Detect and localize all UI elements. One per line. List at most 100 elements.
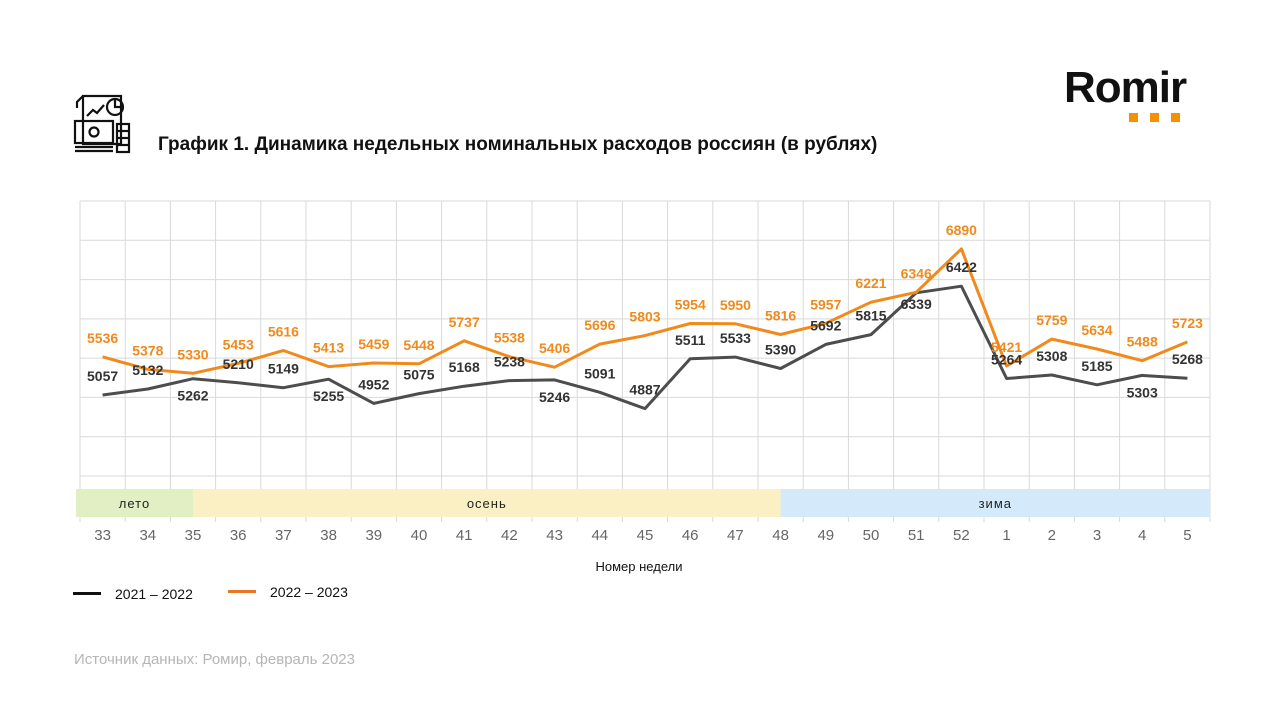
finance-report-icon bbox=[73, 94, 131, 154]
data-label: 5759 bbox=[1036, 312, 1067, 328]
x-tick-label: 39 bbox=[365, 527, 382, 544]
romir-logo: Romir bbox=[1064, 63, 1187, 112]
legend-item-2021-2022: 2021 – 2022 bbox=[73, 586, 193, 602]
data-label: 5075 bbox=[403, 367, 434, 383]
data-label: 5413 bbox=[313, 340, 344, 356]
logo-dots bbox=[1129, 113, 1189, 122]
data-label: 5737 bbox=[449, 314, 480, 330]
legend-label: 2022 – 2023 bbox=[270, 584, 348, 600]
data-label: 5149 bbox=[268, 361, 299, 377]
x-tick-label: 4 bbox=[1138, 527, 1146, 544]
x-tick-label: 43 bbox=[546, 527, 563, 544]
x-tick-label: 5 bbox=[1183, 527, 1191, 544]
data-label: 6346 bbox=[901, 265, 932, 281]
data-label: 5132 bbox=[132, 362, 163, 378]
data-label: 5536 bbox=[87, 330, 118, 346]
x-tick-label: 2 bbox=[1048, 527, 1056, 544]
data-label: 5255 bbox=[313, 388, 344, 404]
data-label: 5264 bbox=[991, 352, 1022, 368]
data-label: 5091 bbox=[584, 365, 615, 381]
x-tick-label: 52 bbox=[953, 527, 970, 544]
x-tick-label: 33 bbox=[94, 527, 111, 544]
x-tick-label: 34 bbox=[139, 527, 156, 544]
data-label: 5803 bbox=[629, 309, 660, 325]
data-label: 5723 bbox=[1172, 315, 1203, 331]
data-label: 5533 bbox=[720, 330, 751, 346]
x-tick-label: 36 bbox=[230, 527, 247, 544]
data-label: 5816 bbox=[765, 308, 796, 324]
data-label: 5950 bbox=[720, 297, 751, 313]
season-band-1 bbox=[193, 489, 781, 517]
x-tick-label: 45 bbox=[637, 527, 654, 544]
chart-grid bbox=[79, 200, 1211, 522]
x-tick-label: 51 bbox=[908, 527, 925, 544]
data-labels: 5057 5132 5262 5210 5149 5255 4952 5075 5168 5238… bbox=[87, 222, 1203, 405]
data-label: 6339 bbox=[901, 296, 932, 312]
x-tick-label: 50 bbox=[863, 527, 880, 544]
x-tick-label: 47 bbox=[727, 527, 744, 544]
x-axis-label: Номер недели bbox=[596, 559, 683, 574]
data-label: 5538 bbox=[494, 330, 525, 346]
data-label: 5246 bbox=[539, 389, 570, 405]
data-label: 5957 bbox=[810, 296, 841, 312]
x-tick-label: 38 bbox=[320, 527, 337, 544]
data-label: 5511 bbox=[675, 332, 706, 348]
logo-dot bbox=[1129, 113, 1138, 122]
data-label: 6890 bbox=[946, 222, 977, 238]
data-label: 5330 bbox=[177, 346, 208, 362]
data-label: 5815 bbox=[855, 308, 886, 324]
x-tick-label: 44 bbox=[591, 527, 608, 544]
source-note: Источник данных: Ромир, февраль 2023 bbox=[74, 651, 355, 668]
season-label: осень bbox=[467, 496, 507, 511]
x-tick-label: 40 bbox=[411, 527, 428, 544]
x-tick-label: 1 bbox=[1002, 527, 1010, 544]
legend-label: 2021 – 2022 bbox=[115, 586, 193, 602]
data-label: 6422 bbox=[946, 259, 977, 275]
x-tick-label: 46 bbox=[682, 527, 699, 544]
legend-swatch-2021-2022 bbox=[73, 591, 101, 595]
x-tick-label: 48 bbox=[772, 527, 789, 544]
x-tick-label: 41 bbox=[456, 527, 473, 544]
legend-swatch-2022-2023 bbox=[228, 589, 256, 593]
data-label: 5448 bbox=[403, 337, 434, 353]
data-label: 5168 bbox=[449, 359, 480, 375]
data-label: 5453 bbox=[223, 336, 254, 352]
data-label: 5616 bbox=[268, 323, 299, 339]
series-lines bbox=[102, 247, 1188, 411]
data-label: 5692 bbox=[810, 317, 841, 333]
data-label: 5459 bbox=[358, 336, 389, 352]
data-label: 4952 bbox=[358, 376, 389, 392]
season-band-2 bbox=[780, 489, 1210, 517]
season-band-0 bbox=[76, 489, 193, 517]
data-label: 5210 bbox=[223, 356, 254, 372]
data-label: 5057 bbox=[87, 368, 118, 384]
data-label: 5268 bbox=[1172, 351, 1203, 367]
x-tick-label: 35 bbox=[185, 527, 202, 544]
logo-dot bbox=[1171, 113, 1180, 122]
data-label: 5378 bbox=[132, 342, 163, 358]
season-label: зима bbox=[979, 496, 1012, 511]
data-label: 5696 bbox=[584, 317, 615, 333]
data-label: 5954 bbox=[675, 297, 706, 313]
data-label: 5303 bbox=[1127, 384, 1158, 400]
data-label: 5308 bbox=[1036, 348, 1067, 364]
data-label: 5634 bbox=[1081, 322, 1112, 338]
x-tick-labels: 33 34 35 36 37 38 39 40 41 42 43 44 45 46 47 48 49 50 51 52… bbox=[94, 527, 1191, 544]
data-label: 5238 bbox=[494, 354, 525, 370]
data-label: 5488 bbox=[1127, 334, 1158, 350]
data-label: 6221 bbox=[855, 275, 886, 291]
data-label: 5421 bbox=[991, 339, 1022, 355]
x-tick-label: 3 bbox=[1093, 527, 1101, 544]
data-label: 5185 bbox=[1081, 358, 1112, 374]
season-label: лето bbox=[119, 496, 150, 511]
data-label: 5262 bbox=[177, 388, 208, 404]
season-bands: лето осень зима bbox=[76, 489, 1210, 517]
x-tick-label: 37 bbox=[275, 527, 292, 544]
logo-dot bbox=[1150, 113, 1159, 122]
data-label: 5406 bbox=[539, 340, 570, 356]
chart-title: График 1. Динамика недельных номинальных… bbox=[158, 134, 878, 155]
x-tick-label: 49 bbox=[817, 527, 834, 544]
legend-item-2022-2023: 2022 – 2023 bbox=[228, 584, 348, 600]
data-label: 5390 bbox=[765, 341, 796, 357]
data-label: 4887 bbox=[629, 382, 660, 398]
